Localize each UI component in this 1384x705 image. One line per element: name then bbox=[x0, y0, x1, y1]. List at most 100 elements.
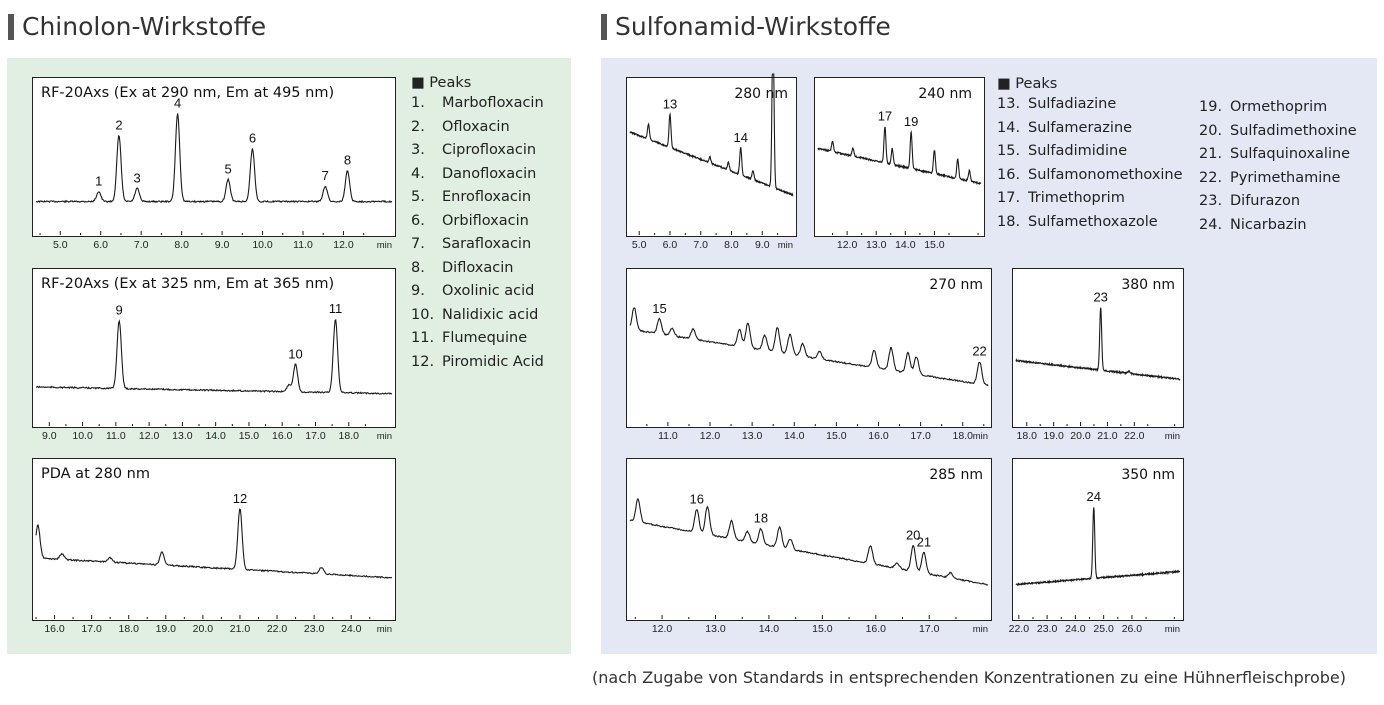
x-axis-tick-label: 18.0 bbox=[1017, 430, 1038, 442]
legend-item-number: 5. bbox=[411, 189, 425, 205]
legend-item-number: 22. bbox=[1199, 169, 1223, 186]
legend-item-name: Sulfadiazine bbox=[1028, 96, 1117, 112]
legend-item-number: 9. bbox=[411, 283, 425, 299]
x-axis-tick-label: 13.0 bbox=[705, 623, 726, 635]
x-axis-tick-label: 9.0 bbox=[755, 239, 770, 251]
legend-item: 21. Sulfaquinoxaline bbox=[1199, 146, 1357, 170]
x-axis-tick-label: 16.0 bbox=[272, 430, 293, 442]
peak-label: 20 bbox=[906, 528, 920, 543]
x-axis-tick-label: 14.0 bbox=[784, 430, 805, 442]
legend-item: 22. Pyrimethamine bbox=[1199, 170, 1357, 194]
peak-label: 13 bbox=[663, 96, 677, 111]
chromatogram-240nm: 240 nm 17 19 12.0 13.0 14.0 15.0 bbox=[814, 77, 985, 251]
chromatogram-trace bbox=[1015, 307, 1181, 381]
legend-item: 7. Sarafloxacin bbox=[411, 236, 544, 260]
x-axis-tick-label: 6.0 bbox=[663, 239, 678, 251]
legend-item: 5. Enrofloxacin bbox=[411, 189, 544, 213]
x-axis-tick-label: 5.0 bbox=[632, 239, 647, 251]
wavelength-label: 285 nm bbox=[929, 467, 983, 483]
peak-label: 18 bbox=[754, 511, 768, 526]
legend-item: 11. Flumequine bbox=[411, 330, 544, 354]
peak-label: 23 bbox=[1093, 290, 1107, 305]
peak-legend-sulfonamides-1: ■ Peaks 13. Sulfadiazine 14. Sulfamerazine 1… bbox=[997, 76, 1183, 237]
legend-item-number: 11. bbox=[411, 330, 435, 346]
chromatogram-trace bbox=[817, 126, 982, 186]
x-axis-tick-label: 17.0 bbox=[910, 430, 931, 442]
chromatogram-trace bbox=[1015, 507, 1181, 586]
x-axis-tick-label: 8.0 bbox=[724, 239, 739, 251]
x-axis-tick-label: 19.0 bbox=[156, 623, 177, 635]
legend-item: 3. Ciprofloxacin bbox=[411, 142, 544, 166]
legend-item-number: 13. bbox=[997, 96, 1021, 112]
legend-item: 10. Nalidixic acid bbox=[411, 307, 544, 331]
legend-item-number: 24. bbox=[1199, 216, 1223, 233]
legend-item: 12. Piromidic Acid bbox=[411, 354, 544, 378]
x-axis-tick-label: 12.0 bbox=[652, 623, 673, 635]
x-axis-unit: min bbox=[973, 624, 988, 635]
peak-label: 5 bbox=[225, 162, 232, 177]
right-section-title-text: Sulfonamid-Wirkstoffe bbox=[615, 12, 891, 41]
x-axis-tick-label: 7.0 bbox=[693, 239, 708, 251]
chromatogram-pda-280: PDA at 280 nm 12 16.0 17.0 18.0 19.0 20.0 21.0… bbox=[32, 458, 396, 635]
chart-title: RF-20Axs (Ex at 325 nm, Em at 365 nm) bbox=[41, 276, 335, 292]
chromatogram-svg: 17 19 12.0 13.0 14.0 15.0 bbox=[817, 109, 982, 251]
x-axis-tick-label: 18.0 bbox=[118, 623, 139, 635]
x-axis-tick-label: 13.0 bbox=[742, 430, 763, 442]
peak-label: 16 bbox=[690, 492, 704, 507]
x-axis-unit: min bbox=[377, 624, 392, 635]
legend-item: 18. Sulfamethoxazole bbox=[997, 214, 1183, 238]
chromatogram-svg: 12 16.0 17.0 18.0 19.0 20.0 21.0 22.0 23.0 24.0 mi… bbox=[35, 491, 393, 635]
x-axis-tick-label: 24.0 bbox=[341, 623, 362, 635]
x-axis-tick-label: 16.0 bbox=[866, 623, 887, 635]
legend-item-number: 15. bbox=[997, 143, 1021, 159]
legend-item-name: Oxolinic acid bbox=[442, 283, 535, 299]
x-axis-tick-label: 12.0 bbox=[139, 430, 160, 442]
peak-label: 8 bbox=[344, 153, 351, 168]
x-axis-tick-label: 21.0 bbox=[230, 623, 251, 635]
legend-item-number: 2. bbox=[411, 118, 425, 135]
x-axis-tick-label: 17.0 bbox=[919, 623, 940, 635]
legend-item-number: 8. bbox=[411, 259, 425, 276]
chromatogram-trace bbox=[629, 73, 794, 197]
x-axis-tick-label: 14.0 bbox=[759, 623, 780, 635]
x-axis-tick-label: 16.0 bbox=[868, 430, 889, 442]
legend-item-name: Trimethoprim bbox=[1028, 190, 1125, 206]
x-axis-tick-label: 14.0 bbox=[205, 430, 226, 442]
peak-label: 7 bbox=[322, 168, 329, 183]
legend-item-number: 7. bbox=[411, 236, 425, 252]
chromatogram-285nm: 285 nm 16 18 20 21 12.0 13.0 14.0 15.0 16.0 17.0 m… bbox=[626, 458, 992, 635]
wavelength-label: 270 nm bbox=[929, 277, 983, 293]
legend-item-name: Sulfamethoxazole bbox=[1028, 213, 1158, 230]
chromatogram-svg: 9 10 11 9.0 10.0 11.0 12.0 13.0 14.0 15.0 16.0 17.0… bbox=[35, 301, 393, 442]
x-axis-tick-label: 23.0 bbox=[304, 623, 325, 635]
legend-item-name: Difurazon bbox=[1230, 193, 1301, 209]
legend-item: 23. Difurazon bbox=[1199, 193, 1357, 217]
x-axis-tick-label: 9.0 bbox=[215, 239, 230, 251]
chromatogram-380nm: 380 nm 23 18.0 19.0 20.0 21.0 22.0 min bbox=[1012, 268, 1184, 442]
x-axis-tick-label: 25.0 bbox=[1093, 623, 1114, 635]
chromatogram-svg: 1 2 3 4 5 6 78 5.0 6.0 7.0 8.0 9.0 10.0 11.0 12.0 min bbox=[35, 96, 393, 251]
legend-header: ■ Peaks bbox=[411, 75, 472, 91]
legend-header: ■ Peaks bbox=[997, 76, 1058, 92]
legend-item-name: Marbofloxacin bbox=[442, 95, 544, 111]
title-marker bbox=[8, 13, 14, 40]
x-axis-unit: min bbox=[377, 240, 392, 251]
x-axis-tick-label: 10.0 bbox=[252, 239, 273, 251]
chromatogram-svg: 23 18.0 19.0 20.0 21.0 22.0 min bbox=[1015, 290, 1181, 442]
x-axis-tick-label: 14.0 bbox=[895, 239, 916, 251]
x-axis-tick-label: 20.0 bbox=[193, 623, 214, 635]
legend-item-number: 16. bbox=[997, 166, 1021, 183]
x-axis-tick-label: 22.0 bbox=[267, 623, 288, 635]
x-axis-tick-label: 12.0 bbox=[700, 430, 721, 442]
legend-item: 4. Danofloxacin bbox=[411, 166, 544, 190]
x-axis-tick-label: 18.0 bbox=[339, 430, 360, 442]
chromatogram-svg: 13 14 5.0 6.0 7.0 8.0 9.0 min bbox=[629, 73, 794, 251]
x-axis-tick-label: 19.0 bbox=[1043, 430, 1064, 442]
legend-item-number: 17. bbox=[997, 190, 1021, 206]
peak-label: 1 bbox=[95, 174, 102, 189]
legend-item-number: 23. bbox=[1199, 193, 1223, 209]
legend-item-name: Enrofloxacin bbox=[442, 189, 532, 205]
left-section-title: Chinolon-Wirkstoffe bbox=[8, 12, 266, 41]
